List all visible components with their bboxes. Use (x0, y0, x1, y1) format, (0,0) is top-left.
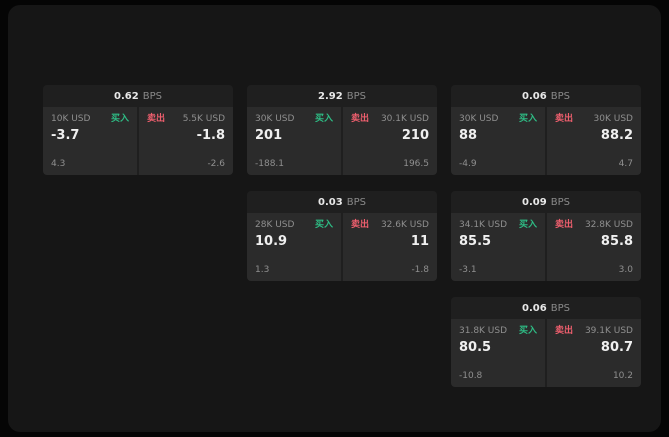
spread-value: 0.06 (522, 302, 547, 314)
spread-value: 2.92 (318, 90, 343, 102)
spread-unit: BPS (346, 90, 366, 102)
sell-side-label: 卖出 (147, 114, 166, 124)
sell-size: 32.6K USD (380, 220, 429, 230)
buy-price: 201 (255, 128, 283, 143)
buy-delta: 4.3 (51, 159, 66, 169)
sell-price: 11 (410, 234, 429, 249)
sell-panel[interactable]: 卖出 30K USD 88.2 4.7 (547, 107, 641, 175)
sell-side-label: 卖出 (555, 326, 574, 336)
buy-panel[interactable]: 30K USD 买入 88 -4.9 (451, 107, 545, 175)
sell-delta: 3.0 (618, 265, 633, 275)
spread-unit: BPS (346, 196, 366, 208)
sell-panel[interactable]: 卖出 30.1K USD 210 196.5 (343, 107, 437, 175)
sell-size: 5.5K USD (182, 114, 225, 124)
sell-price: 80.7 (600, 340, 633, 355)
spread-unit: BPS (550, 90, 570, 102)
buy-size: 30K USD (459, 114, 499, 124)
quote-card: 0.09 BPS 34.1K USD 买入 85.5 -3.1 卖出 32.8K… (451, 191, 641, 281)
spread-unit: BPS (142, 90, 162, 102)
buy-panel[interactable]: 28K USD 买入 10.9 1.3 (247, 213, 341, 281)
buy-delta: -188.1 (255, 159, 285, 169)
buy-price: 10.9 (255, 234, 288, 249)
spread-header: 2.92 BPS (247, 85, 437, 107)
spread-header: 0.09 BPS (451, 191, 641, 213)
buy-delta: -10.8 (459, 371, 483, 381)
buy-delta: 1.3 (255, 265, 270, 275)
spread-unit: BPS (550, 196, 570, 208)
spread-value: 0.03 (318, 196, 343, 208)
buy-panel[interactable]: 34.1K USD 买入 85.5 -3.1 (451, 213, 545, 281)
buy-price: 80.5 (459, 340, 492, 355)
spread-header: 0.03 BPS (247, 191, 437, 213)
buy-side-label: 买入 (518, 220, 537, 230)
sell-panel[interactable]: 卖出 32.8K USD 85.8 3.0 (547, 213, 641, 281)
quote-card: 0.06 BPS 30K USD 买入 88 -4.9 卖出 30K USD (451, 85, 641, 175)
spread-unit: BPS (550, 302, 570, 314)
quote-panels: 30K USD 买入 201 -188.1 卖出 30.1K USD 210 1… (247, 107, 437, 175)
buy-panel[interactable]: 30K USD 买入 201 -188.1 (247, 107, 341, 175)
quote-card: 0.03 BPS 28K USD 买入 10.9 1.3 卖出 32.6K US… (247, 191, 437, 281)
sell-delta: 4.7 (618, 159, 633, 169)
buy-delta: -3.1 (459, 265, 477, 275)
buy-size: 30K USD (255, 114, 295, 124)
sell-side-label: 卖出 (555, 114, 574, 124)
sell-delta: -2.6 (207, 159, 225, 169)
buy-size: 34.1K USD (459, 220, 508, 230)
sell-panel[interactable]: 卖出 5.5K USD -1.8 -2.6 (139, 107, 233, 175)
buy-side-label: 买入 (518, 326, 537, 336)
buy-side-label: 买入 (110, 114, 129, 124)
sell-delta: 196.5 (403, 159, 429, 169)
sell-price: 85.8 (600, 234, 633, 249)
sell-panel[interactable]: 卖出 39.1K USD 80.7 10.2 (547, 319, 641, 387)
buy-size: 28K USD (255, 220, 295, 230)
spread-value: 0.62 (114, 90, 139, 102)
buy-side-label: 买入 (518, 114, 537, 124)
sell-side-label: 卖出 (555, 220, 574, 230)
quote-card: 2.92 BPS 30K USD 买入 201 -188.1 卖出 30.1K … (247, 85, 437, 175)
buy-side-label: 买入 (314, 220, 333, 230)
spread-value: 0.09 (522, 196, 547, 208)
spread-header: 0.62 BPS (43, 85, 233, 107)
sell-panel[interactable]: 卖出 32.6K USD 11 -1.8 (343, 213, 437, 281)
buy-price: 88 (459, 128, 478, 143)
buy-price: -3.7 (51, 128, 80, 143)
sell-side-label: 卖出 (351, 114, 370, 124)
buy-size: 31.8K USD (459, 326, 508, 336)
sell-delta: -1.8 (411, 265, 429, 275)
quote-panels: 28K USD 买入 10.9 1.3 卖出 32.6K USD 11 -1.8 (247, 213, 437, 281)
quote-panels: 10K USD 买入 -3.7 4.3 卖出 5.5K USD -1.8 -2.… (43, 107, 233, 175)
sell-size: 30.1K USD (380, 114, 429, 124)
sell-size: 30K USD (593, 114, 633, 124)
quote-panels: 34.1K USD 买入 85.5 -3.1 卖出 32.8K USD 85.8… (451, 213, 641, 281)
quote-panels: 30K USD 买入 88 -4.9 卖出 30K USD 88.2 4.7 (451, 107, 641, 175)
buy-panel[interactable]: 10K USD 买入 -3.7 4.3 (43, 107, 137, 175)
quote-panels: 31.8K USD 买入 80.5 -10.8 卖出 39.1K USD 80.… (451, 319, 641, 387)
quote-board: 0.62 BPS 10K USD 买入 -3.7 4.3 卖出 5.5K USD (8, 5, 661, 432)
quote-card: 0.06 BPS 31.8K USD 买入 80.5 -10.8 卖出 39.1… (451, 297, 641, 387)
sell-price: 210 (401, 128, 429, 143)
sell-delta: 10.2 (612, 371, 633, 381)
spread-value: 0.06 (522, 90, 547, 102)
sell-size: 32.8K USD (584, 220, 633, 230)
buy-size: 10K USD (51, 114, 91, 124)
quote-card: 0.62 BPS 10K USD 买入 -3.7 4.3 卖出 5.5K USD (43, 85, 233, 175)
spread-header: 0.06 BPS (451, 85, 641, 107)
buy-price: 85.5 (459, 234, 492, 249)
sell-size: 39.1K USD (584, 326, 633, 336)
spread-header: 0.06 BPS (451, 297, 641, 319)
sell-price: 88.2 (600, 128, 633, 143)
sell-price: -1.8 (196, 128, 225, 143)
buy-panel[interactable]: 31.8K USD 买入 80.5 -10.8 (451, 319, 545, 387)
buy-delta: -4.9 (459, 159, 477, 169)
buy-side-label: 买入 (314, 114, 333, 124)
sell-side-label: 卖出 (351, 220, 370, 230)
